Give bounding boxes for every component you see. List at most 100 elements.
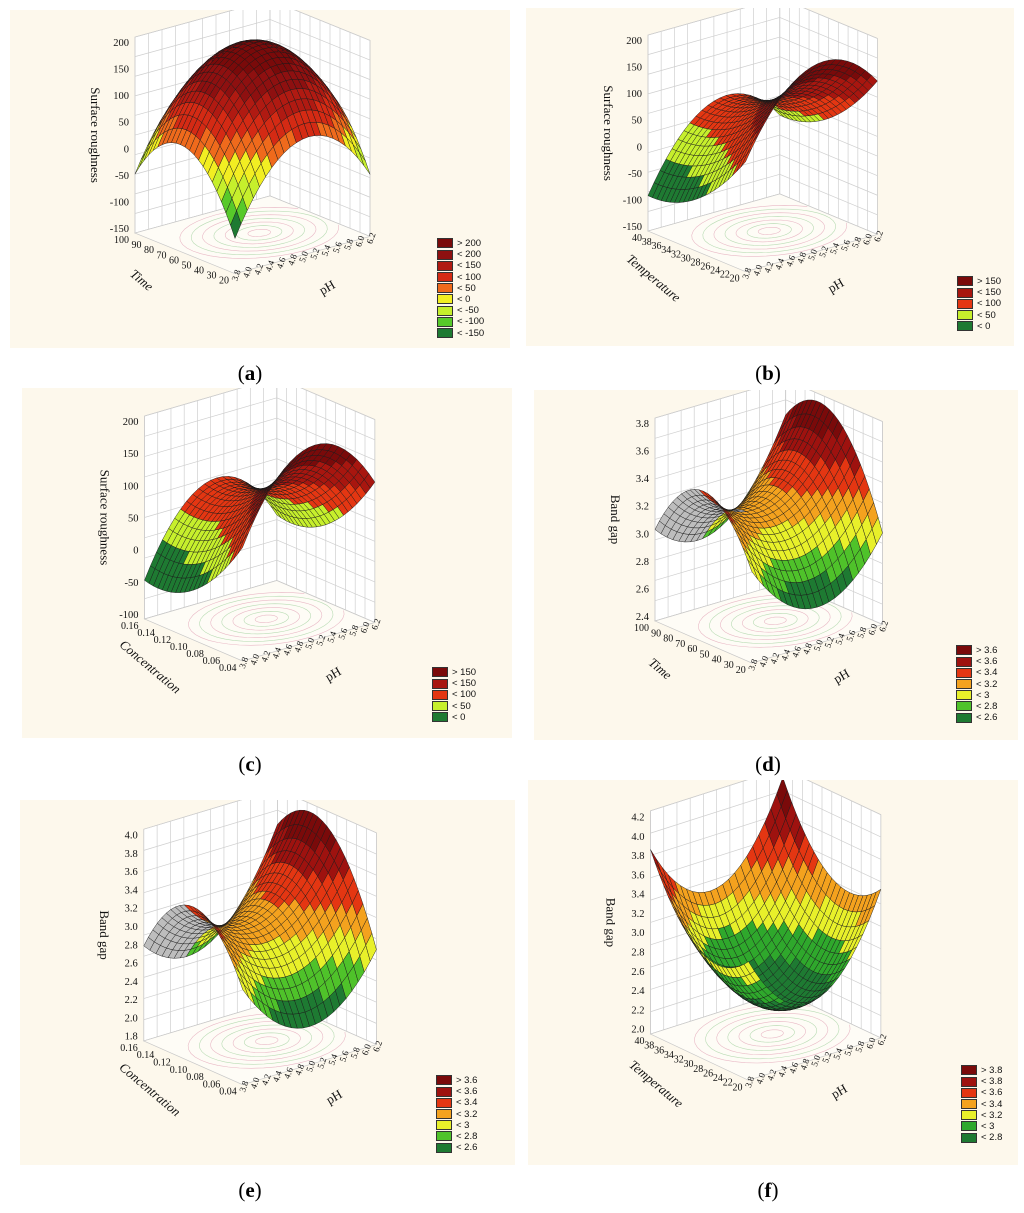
z-tick-label: 3.4 (125, 885, 139, 896)
legend-item: < 50 (437, 283, 484, 294)
z-tick-label: 0 (124, 144, 129, 155)
x-tick-label: 6.2 (872, 229, 885, 243)
z-tick-label: -50 (628, 169, 642, 180)
legend-item: < 2.8 (956, 701, 997, 712)
legend-item: > 150 (432, 667, 476, 678)
x-tick-label: 6.2 (371, 1039, 384, 1053)
legend-item: < 100 (432, 689, 476, 700)
legend-label: < 0 (457, 293, 471, 305)
x-tick-label: 5.8 (853, 1039, 866, 1053)
y-tick-label: 0.14 (137, 628, 155, 639)
legend-swatch (437, 238, 453, 249)
legend-swatch (956, 656, 972, 667)
y-tick-label: 30 (684, 1059, 694, 1070)
legend-label: < 3.8 (981, 1076, 1003, 1088)
legend-item: < 2.6 (436, 1142, 477, 1153)
legend-label: < 3.6 (976, 656, 998, 668)
y-tick-label: 36 (654, 1045, 664, 1056)
legend-label: < -100 (457, 316, 485, 328)
x-tick-label: 5.2 (817, 245, 830, 259)
x-tick-label: 5.6 (844, 628, 857, 642)
legend-item: < 3.2 (956, 679, 997, 690)
legend-swatch (961, 1087, 977, 1098)
x-tick-label: 6.2 (875, 1033, 888, 1047)
x-tick-label: 5.6 (842, 1043, 855, 1057)
legend-label: < 100 (452, 689, 477, 701)
z-tick-label: 3.8 (125, 849, 138, 860)
legend-item: < 0 (432, 712, 476, 723)
legend-label: < 150 (457, 260, 482, 272)
legend-swatch (437, 305, 453, 316)
legend-e: > 3.6 < 3.6 < 3.4 < 3.2 < 3 < 2.8 < 2.6 (436, 1075, 477, 1153)
y-tick-label: 70 (157, 250, 167, 261)
y-tick-label: 28 (691, 257, 701, 268)
legend-label: < 3.6 (981, 1087, 1003, 1099)
x-tick-label: 4.6 (790, 644, 803, 658)
x-tick-label: 5.4 (319, 243, 332, 257)
legend-swatch (436, 1075, 452, 1086)
z-axis-label: Band gap (608, 495, 623, 544)
y-tick-label: 0.16 (121, 621, 139, 632)
legend-item: < 3.2 (961, 1110, 1002, 1121)
legend-swatch (436, 1097, 452, 1108)
x-tick-label: 5.8 (850, 235, 863, 249)
legend-d: > 3.6 < 3.6 < 3.4 < 3.2 < 3 < 2.8 < 2.6 (956, 645, 997, 723)
y-axis-label: Time (127, 266, 156, 294)
legend-item: < 3.6 (436, 1086, 477, 1097)
panel-caption-c: (c) (238, 752, 262, 776)
legend-item: < 3.4 (961, 1099, 1002, 1110)
x-tick-label: 4.6 (282, 1066, 295, 1080)
legend-label: < 3.4 (456, 1097, 478, 1109)
z-axis-label: Band gap (604, 898, 619, 947)
z-tick-label: 2.8 (631, 947, 644, 958)
x-tick-label: 4.8 (795, 250, 808, 264)
legend-swatch (961, 1121, 977, 1132)
z-tick-label: 2.4 (636, 612, 650, 623)
floor-contours (698, 594, 853, 648)
y-tick-label: 20 (219, 276, 229, 287)
x-tick-label: 5.8 (349, 1045, 362, 1059)
x-tick-label: 4.0 (757, 654, 770, 668)
legend-label: < 3.2 (981, 1109, 1003, 1121)
x-axis: 3.84.04.24.44.64.85.05.25.45.65.86.06.2 p… (229, 231, 377, 298)
z-tick-label: 4.0 (631, 832, 644, 843)
legend-swatch (957, 298, 973, 309)
legend-swatch (961, 1132, 977, 1143)
z-tick-label: -100 (623, 196, 642, 207)
x-tick-label: 4.6 (274, 255, 287, 269)
x-tick-label: 5.2 (308, 247, 321, 261)
y-tick-label: 40 (635, 1036, 645, 1047)
legend-item: < -100 (437, 316, 484, 327)
legend-swatch (957, 287, 973, 298)
legend-label: < 2.8 (981, 1132, 1003, 1144)
x-tick-label: 6.0 (864, 1036, 877, 1050)
legend-item: < 200 (437, 249, 484, 260)
y-tick-label: 20 (730, 274, 740, 285)
x-tick-label: 6.2 (364, 231, 377, 245)
x-tick-label: 4.8 (286, 252, 299, 266)
legend-label: < 3 (981, 1120, 995, 1132)
surface-plot-f: 4.24.03.83.63.43.23.02.82.62.42.22.0Band… (604, 780, 889, 1111)
y-tick-label: 26 (700, 261, 710, 272)
panel-label: e (245, 1178, 255, 1202)
legend-item: < 3.4 (956, 667, 997, 678)
x-tick-label: 4.2 (259, 649, 272, 663)
x-tick-label: 5.8 (347, 623, 360, 637)
z-tick-label: 3.8 (631, 851, 644, 862)
x-tick-label: 4.0 (248, 1076, 261, 1090)
x-tick-label: 4.2 (252, 262, 265, 276)
x-tick-label: 5.2 (820, 1050, 833, 1064)
legend-swatch (961, 1099, 977, 1110)
x-tick-label: 4.2 (765, 1068, 778, 1082)
y-tick-label: 40 (712, 655, 722, 666)
x-tick-label: 4.8 (292, 639, 305, 653)
y-tick-label: 0.08 (186, 1072, 204, 1083)
legend-item: < 3.8 (961, 1076, 1002, 1087)
panel-caption-a: (a) (237, 361, 263, 385)
x-tick-label: 5.0 (812, 638, 825, 652)
legend-swatch (432, 678, 448, 689)
legend-swatch (437, 294, 453, 305)
legend-label: < 150 (977, 287, 1002, 299)
legend-label: > 200 (457, 238, 482, 249)
legend-swatch (432, 712, 448, 723)
